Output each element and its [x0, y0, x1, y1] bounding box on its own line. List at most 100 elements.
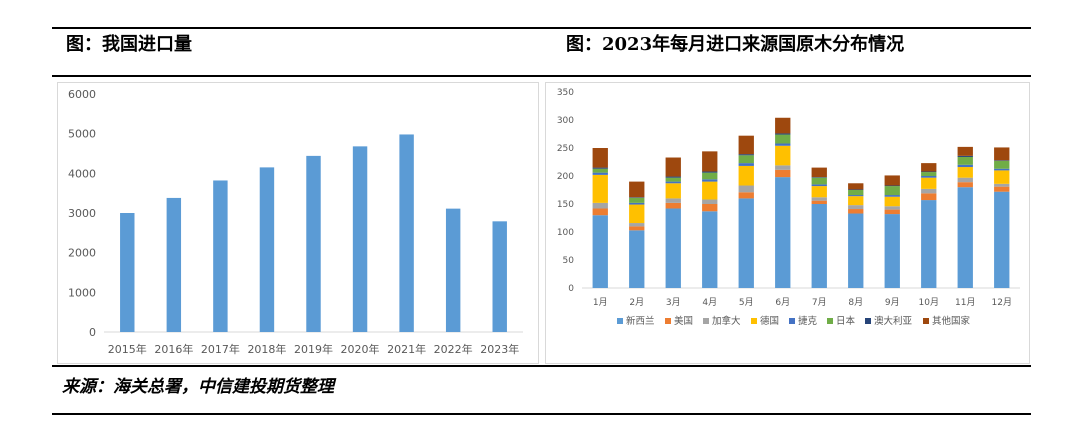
stacked-bar-segment [811, 167, 827, 178]
bottom-rule [52, 413, 1031, 415]
stacked-bar-segment [629, 230, 645, 288]
stacked-bar-segment [957, 164, 973, 168]
stacked-bar-segment [811, 197, 827, 201]
stacked-bar-segment [957, 156, 973, 165]
legend-swatch [827, 318, 833, 324]
stacked-bar-segment [665, 157, 681, 177]
stacked-bar-segment [884, 209, 900, 215]
y-tick-label: 4000 [68, 167, 96, 180]
legend-swatch [923, 318, 929, 324]
legend-label: 德国 [760, 315, 779, 327]
stacked-bar-segment [629, 181, 645, 198]
stacked-bar-segment [957, 167, 973, 178]
stacked-bar-segment [994, 168, 1010, 171]
stacked-bar-segment [848, 205, 864, 210]
x-tick-label: 6月 [775, 297, 790, 308]
source-note: 来源：海关总署，中信建投期货整理 [62, 377, 334, 397]
stacked-bar-segment [884, 195, 900, 197]
stacked-bar-segment [738, 155, 754, 164]
y-tick-label: 200 [557, 172, 574, 182]
stacked-bar-segment [884, 196, 900, 207]
x-tick-label: 2018年 [247, 342, 286, 356]
x-tick-label: 2019年 [294, 342, 333, 356]
x-tick-label: 2020年 [341, 342, 380, 356]
right-chart-title: 图：2023年每月进口来源国原木分布情况 [566, 34, 905, 55]
stacked-bar-segment [957, 177, 973, 183]
stacked-bar-segment [994, 191, 1010, 288]
y-tick-label: 150 [557, 200, 574, 210]
stacked-bar-segment [702, 172, 718, 180]
legend-label: 其他国家 [932, 315, 971, 327]
stacked-bar-segment [994, 170, 1010, 184]
stacked-bar-segment [702, 211, 718, 288]
legend-swatch [751, 318, 757, 324]
stacked-bar-segment [592, 202, 608, 209]
x-tick-label: 11月 [955, 297, 975, 308]
stacked-bar-segment [592, 148, 608, 168]
legend-swatch [617, 318, 623, 324]
bar [166, 197, 182, 332]
stacked-bar-segment [811, 200, 827, 204]
x-tick-label: 2015年 [108, 342, 147, 356]
stacked-bar-segment [775, 134, 791, 144]
bar [352, 146, 368, 332]
stacked-bar-segment [884, 206, 900, 210]
stacked-bar-segment [921, 200, 937, 288]
header-rule [52, 75, 1031, 77]
stacked-bar-segment [884, 186, 900, 196]
y-tick-label: 300 [557, 116, 574, 126]
y-tick-label: 3000 [68, 207, 96, 220]
stacked-bar-segment [775, 133, 791, 135]
stacked-bar-segment [738, 163, 754, 166]
stacked-bar-segment [665, 181, 681, 184]
stacked-bar-segment [629, 197, 645, 198]
x-tick-label: 10月 [919, 297, 939, 308]
legend-swatch [789, 318, 795, 324]
stacked-bar-segment [848, 209, 864, 214]
x-tick-label: 7月 [812, 297, 827, 308]
stacked-bar-segment [665, 177, 681, 182]
legend-label: 新西兰 [626, 315, 655, 327]
stacked-bar-segment [848, 196, 864, 206]
stacked-bar-segment [775, 177, 791, 288]
legend-swatch [865, 318, 871, 324]
stacked-bar-segment [921, 193, 937, 201]
stacked-bar-segment [811, 204, 827, 288]
stacked-bar-segment [921, 176, 937, 178]
stacked-bar-segment [665, 202, 681, 209]
stacked-bar-segment [629, 197, 645, 203]
stacked-bar-segment [884, 214, 900, 288]
x-tick-label: 2021年 [387, 342, 426, 356]
stacked-bar-segment [811, 186, 827, 198]
stacked-bar-segment [665, 183, 681, 199]
x-tick-label: 2月 [629, 297, 644, 308]
stacked-bar-segment [702, 171, 718, 173]
y-tick-label: 0 [568, 284, 574, 294]
stacked-bar-segment [957, 182, 973, 188]
stacked-bar-segment [848, 195, 864, 197]
stacked-bar-segment [884, 175, 900, 186]
legend-label: 澳大利亚 [874, 315, 913, 327]
stacked-bar-segment [957, 146, 973, 156]
stacked-bar-segment [921, 172, 937, 176]
stacked-bar-segment [921, 163, 937, 172]
stacked-bar-segment [884, 185, 900, 187]
stacked-bar-segment [775, 143, 791, 146]
stacked-bar-segment [811, 177, 827, 178]
stacked-bar-segment [702, 204, 718, 212]
stacked-bar-segment [775, 165, 791, 170]
stacked-bar-segment [629, 204, 645, 224]
stacked-bar-segment [592, 168, 608, 173]
stacked-bar-segment [702, 151, 718, 172]
stacked-bar-segment [921, 171, 937, 173]
stacked-bar-segment [994, 160, 1010, 161]
bar [259, 167, 275, 332]
stacked-bar-segment [592, 215, 608, 288]
stacked-bar-segment [592, 172, 608, 175]
stacked-bar-segment [738, 198, 754, 288]
stacked-bar-segment [994, 183, 1010, 187]
y-tick-label: 1000 [68, 286, 96, 299]
stacked-bar-segment [665, 176, 681, 178]
left-chart-panel: 0 1000 2000 3000 4000 5000 6000 2015年 2016年 2017年… [57, 82, 539, 364]
stacked-bar-segment [957, 187, 973, 288]
